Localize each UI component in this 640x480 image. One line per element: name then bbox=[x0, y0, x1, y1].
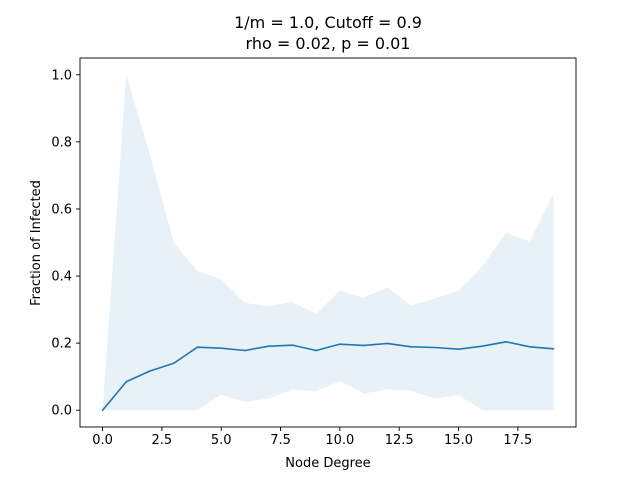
chart-subtitle: rho = 0.02, p = 0.01 bbox=[246, 34, 411, 53]
data-point bbox=[433, 346, 436, 349]
chart-title: 1/m = 1.0, Cutoff = 0.9 bbox=[234, 13, 422, 32]
data-point bbox=[196, 346, 199, 348]
data-point bbox=[172, 362, 175, 365]
x-tick-label: 5.0 bbox=[211, 433, 232, 448]
x-tick-label: 17.5 bbox=[503, 433, 532, 448]
x-tick-label: 12.5 bbox=[385, 433, 414, 448]
data-point bbox=[244, 349, 246, 352]
data-point bbox=[220, 347, 223, 349]
data-point bbox=[362, 344, 365, 347]
x-tick-label: 2.5 bbox=[152, 433, 173, 448]
plot-frame bbox=[79, 57, 577, 428]
y-tick-label: 0.4 bbox=[51, 270, 72, 285]
y-tick-label: 0.0 bbox=[51, 404, 72, 419]
data-point bbox=[101, 409, 104, 412]
y-tick-label: 1.0 bbox=[51, 68, 72, 83]
data-point bbox=[410, 346, 412, 348]
y-tick-label: 0.8 bbox=[51, 135, 72, 150]
data-point bbox=[149, 370, 151, 372]
data-point bbox=[552, 348, 555, 350]
x-tick-label: 15.0 bbox=[444, 433, 473, 448]
data-point bbox=[291, 344, 294, 346]
data-point bbox=[315, 349, 317, 352]
plot-area: 0.0 2.5 5.0 7.5 10.0 12.5 15.0 17.5 0.0 0.2 0.4 0.6… bbox=[51, 57, 577, 448]
y-tick-label: 0.6 bbox=[51, 202, 72, 217]
data-point bbox=[505, 340, 507, 343]
data-point bbox=[481, 345, 484, 347]
x-tick-label: 7.5 bbox=[270, 433, 291, 448]
data-point bbox=[457, 348, 460, 350]
data-point bbox=[528, 346, 531, 348]
data-point bbox=[267, 345, 270, 347]
y-axis-label: Fraction of Infected bbox=[29, 180, 44, 306]
data-point bbox=[339, 343, 341, 345]
series-line bbox=[101, 340, 554, 411]
x-tick-label: 10.0 bbox=[325, 433, 354, 448]
data-point bbox=[386, 342, 389, 345]
confidence-band bbox=[102, 74, 554, 411]
y-tick-label: 0.2 bbox=[51, 337, 72, 352]
x-axis-label: Node Degree bbox=[285, 456, 370, 471]
data-point bbox=[125, 380, 128, 383]
x-tick-label: 0.0 bbox=[92, 433, 113, 448]
